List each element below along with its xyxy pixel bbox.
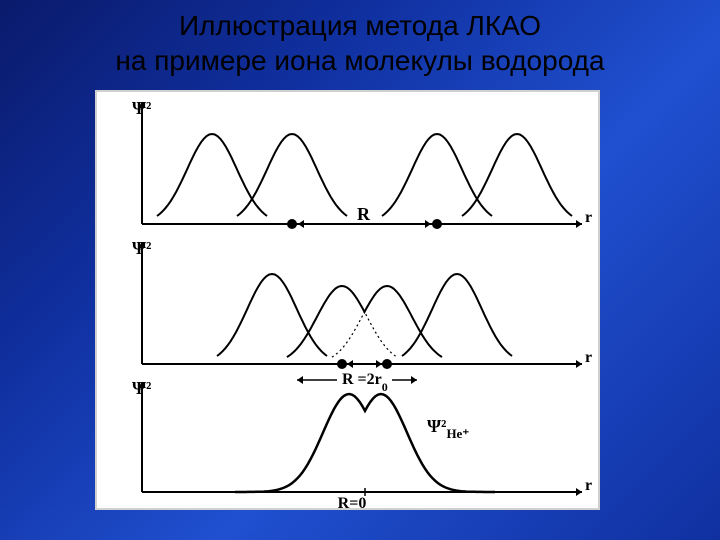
lcao-svg: Ψ² r R Ψ² r R =2r0 Ψ² r Ψ²He⁺ R=0 bbox=[97, 92, 602, 512]
svg-text:r: r bbox=[585, 349, 592, 366]
svg-text:Ψ²: Ψ² bbox=[132, 238, 151, 258]
svg-text:R =2r0: R =2r0 bbox=[342, 371, 388, 394]
svg-text:R: R bbox=[357, 204, 371, 224]
svg-text:r: r bbox=[585, 477, 592, 494]
title-line2: на примере иона молекулы водорода bbox=[0, 43, 720, 78]
svg-text:Ψ²: Ψ² bbox=[132, 98, 151, 118]
svg-text:Ψ²He⁺: Ψ²He⁺ bbox=[427, 416, 469, 441]
svg-text:Ψ²: Ψ² bbox=[132, 378, 151, 398]
svg-text:R=0: R=0 bbox=[338, 495, 367, 512]
lcao-diagram: Ψ² r R Ψ² r R =2r0 Ψ² r Ψ²He⁺ R=0 bbox=[95, 90, 600, 510]
svg-text:r: r bbox=[585, 209, 592, 226]
title-line1: Иллюстрация метода ЛКАО bbox=[0, 8, 720, 43]
